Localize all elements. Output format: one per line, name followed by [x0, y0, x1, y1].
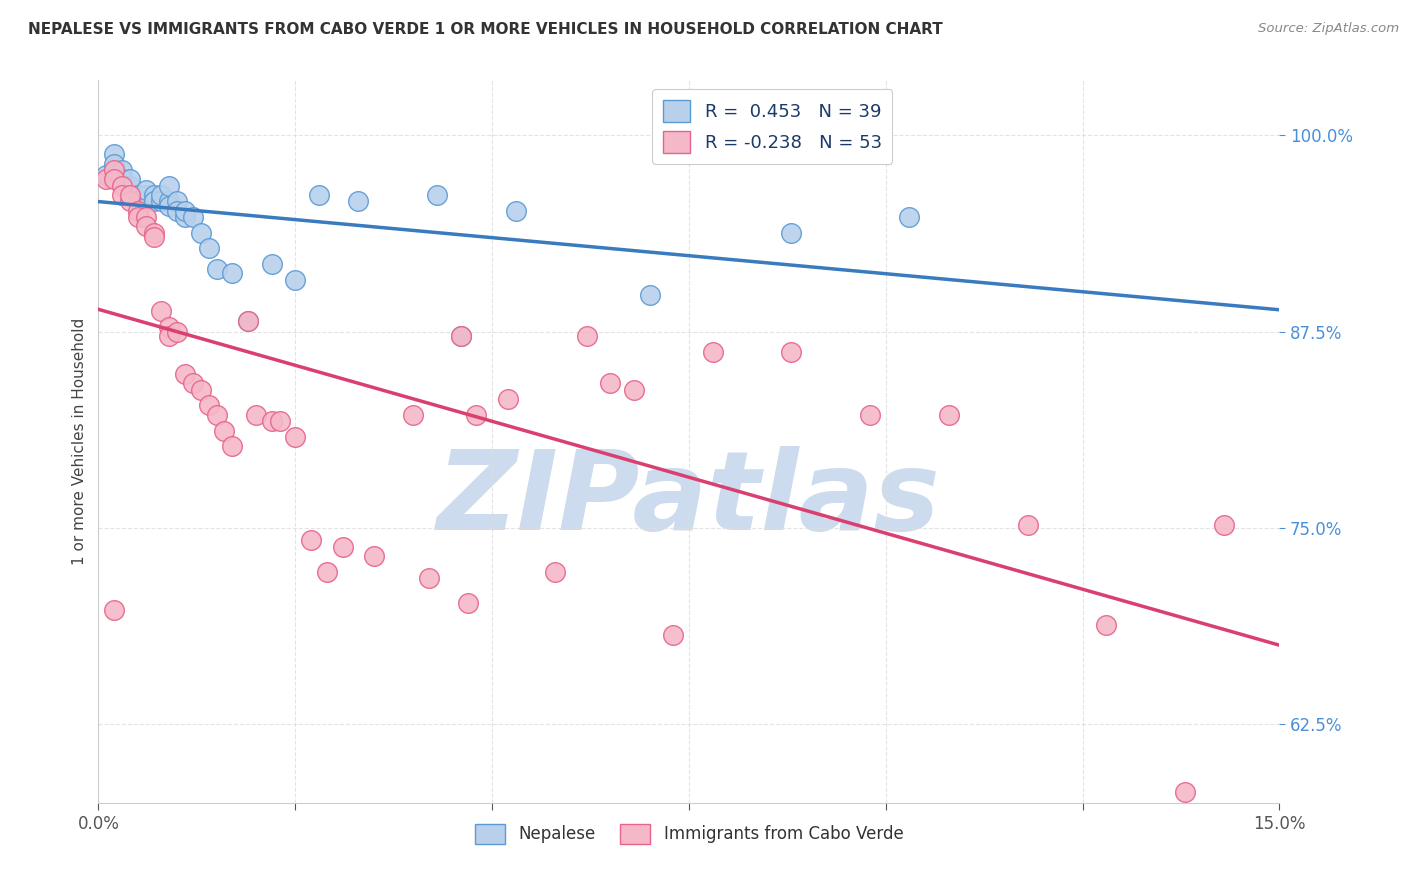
- Point: [142, 194, 165, 209]
- Point: [465, 408, 488, 422]
- Point: [157, 199, 180, 213]
- Point: [174, 210, 197, 224]
- Point: [150, 304, 173, 318]
- Point: [150, 188, 173, 202]
- Point: [96, 172, 118, 186]
- Point: [127, 194, 149, 209]
- Point: [111, 178, 134, 193]
- Point: [898, 210, 921, 224]
- Point: [205, 408, 228, 422]
- Point: [284, 430, 307, 444]
- Point: [103, 147, 125, 161]
- Point: [284, 273, 307, 287]
- Point: [118, 194, 141, 209]
- Text: NEPALESE VS IMMIGRANTS FROM CABO VERDE 1 OR MORE VEHICLES IN HOUSEHOLD CORRELATI: NEPALESE VS IMMIGRANTS FROM CABO VERDE 1…: [28, 22, 943, 37]
- Point: [142, 230, 165, 244]
- Point: [157, 194, 180, 209]
- Point: [1174, 785, 1197, 799]
- Point: [260, 414, 283, 428]
- Point: [142, 226, 165, 240]
- Point: [96, 168, 118, 182]
- Point: [157, 178, 180, 193]
- Point: [157, 329, 180, 343]
- Point: [181, 210, 204, 224]
- Point: [269, 414, 291, 428]
- Point: [127, 188, 149, 202]
- Point: [544, 565, 567, 579]
- Point: [780, 345, 803, 359]
- Y-axis label: 1 or more Vehicles in Household: 1 or more Vehicles in Household: [72, 318, 87, 566]
- Point: [111, 188, 134, 202]
- Point: [166, 325, 188, 339]
- Point: [457, 596, 479, 610]
- Point: [135, 183, 157, 197]
- Point: [174, 367, 197, 381]
- Point: [166, 194, 188, 209]
- Point: [332, 540, 354, 554]
- Point: [221, 439, 243, 453]
- Point: [197, 398, 219, 412]
- Point: [599, 376, 621, 391]
- Point: [103, 602, 125, 616]
- Point: [135, 210, 157, 224]
- Point: [103, 162, 125, 177]
- Point: [299, 533, 322, 548]
- Point: [347, 194, 370, 209]
- Point: [142, 188, 165, 202]
- Point: [135, 194, 157, 209]
- Point: [111, 162, 134, 177]
- Point: [174, 203, 197, 218]
- Point: [111, 172, 134, 186]
- Point: [245, 408, 267, 422]
- Point: [127, 210, 149, 224]
- Point: [402, 408, 425, 422]
- Point: [638, 288, 661, 302]
- Point: [859, 408, 882, 422]
- Point: [780, 226, 803, 240]
- Point: [103, 172, 125, 186]
- Point: [157, 319, 180, 334]
- Point: [418, 571, 440, 585]
- Point: [214, 424, 236, 438]
- Point: [702, 345, 724, 359]
- Point: [118, 178, 141, 193]
- Point: [135, 219, 157, 234]
- Point: [135, 188, 157, 202]
- Point: [505, 203, 527, 218]
- Point: [190, 226, 212, 240]
- Point: [118, 188, 141, 202]
- Point: [308, 188, 330, 202]
- Point: [623, 383, 645, 397]
- Point: [166, 203, 188, 218]
- Text: ZIPatlas: ZIPatlas: [437, 446, 941, 553]
- Point: [221, 267, 243, 281]
- Point: [363, 549, 385, 564]
- Point: [150, 194, 173, 209]
- Point: [1095, 618, 1118, 632]
- Point: [181, 376, 204, 391]
- Point: [236, 313, 259, 327]
- Legend: Nepalese, Immigrants from Cabo Verde: Nepalese, Immigrants from Cabo Verde: [467, 815, 911, 852]
- Point: [127, 203, 149, 218]
- Point: [190, 383, 212, 397]
- Point: [118, 172, 141, 186]
- Point: [1213, 517, 1236, 532]
- Point: [450, 329, 472, 343]
- Point: [315, 565, 337, 579]
- Point: [103, 156, 125, 170]
- Text: Source: ZipAtlas.com: Source: ZipAtlas.com: [1258, 22, 1399, 36]
- Point: [450, 329, 472, 343]
- Point: [662, 628, 685, 642]
- Point: [496, 392, 519, 406]
- Point: [197, 241, 219, 255]
- Point: [938, 408, 960, 422]
- Point: [426, 188, 449, 202]
- Point: [236, 313, 259, 327]
- Point: [205, 261, 228, 276]
- Point: [1017, 517, 1039, 532]
- Point: [575, 329, 598, 343]
- Point: [260, 257, 283, 271]
